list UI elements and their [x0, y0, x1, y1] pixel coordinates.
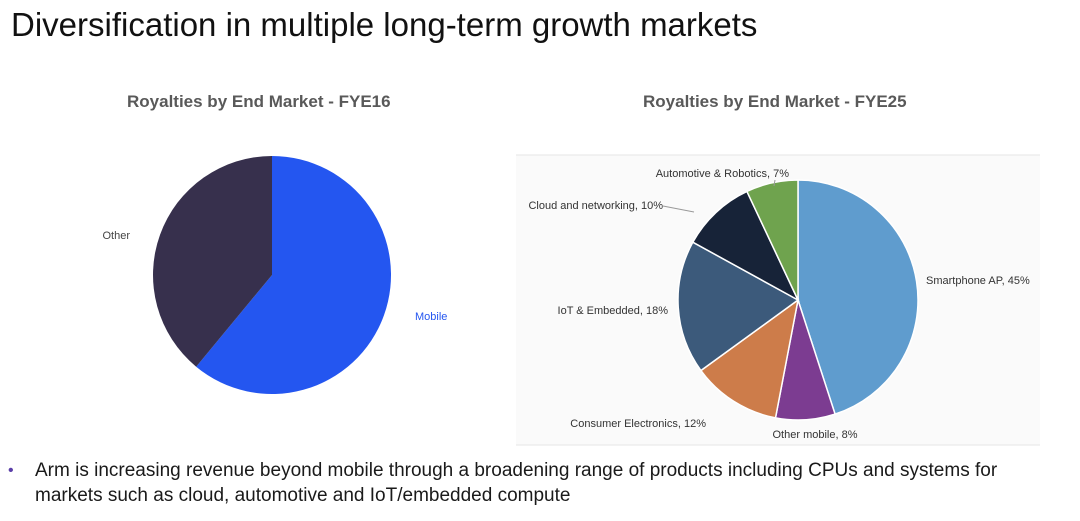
data-label-other-mobile: Other mobile, 8%: [773, 429, 858, 441]
page-title: Diversification in multiple long-term gr…: [11, 6, 758, 43]
bullet-text: Arm is increasing revenue beyond mobile …: [35, 460, 998, 506]
data-label-automotive-robotics: Automotive & Robotics, 7%: [656, 168, 790, 180]
data-label-iot-embedded: IoT & Embedded, 18%: [558, 305, 669, 317]
pie-chart-fye16: Mobile Other: [102, 155, 447, 394]
leader-line-automotive-robotics: [773, 179, 776, 187]
pie-slice-automotive-robotics: [745, 179, 799, 301]
leader-line-cloud-and-networking: [662, 205, 695, 213]
chart-title-fye16: Royalties by End Market - FYE16: [127, 92, 391, 111]
pie-slice-smartphone-ap: [797, 179, 919, 416]
data-label-smartphone-ap: Smartphone AP, 45%: [926, 275, 1030, 287]
data-label-other: Other: [102, 230, 130, 242]
data-label-mobile: Mobile: [415, 311, 447, 323]
pie-chart-fye25: Smartphone AP, 45% Other mobile, 8% Consum…: [528, 168, 1030, 441]
pie-slice-consumer-electronics: [699, 298, 800, 419]
pie-slice-mobile: [196, 155, 392, 394]
pie-slice-other: [153, 156, 272, 367]
chart-title-fye25: Royalties by End Market - FYE25: [643, 92, 907, 111]
bullet-point: • Arm is increasing revenue beyond mobil…: [8, 458, 1068, 508]
data-label-cloud-and-networking: Cloud and networking, 10%: [528, 200, 663, 212]
bullet-icon: •: [8, 462, 14, 479]
pie-slice-cloud-and-networking: [691, 190, 800, 302]
pie-slice-iot-embedded: [677, 241, 800, 372]
data-label-consumer-electronics: Consumer Electronics, 12%: [570, 418, 706, 430]
